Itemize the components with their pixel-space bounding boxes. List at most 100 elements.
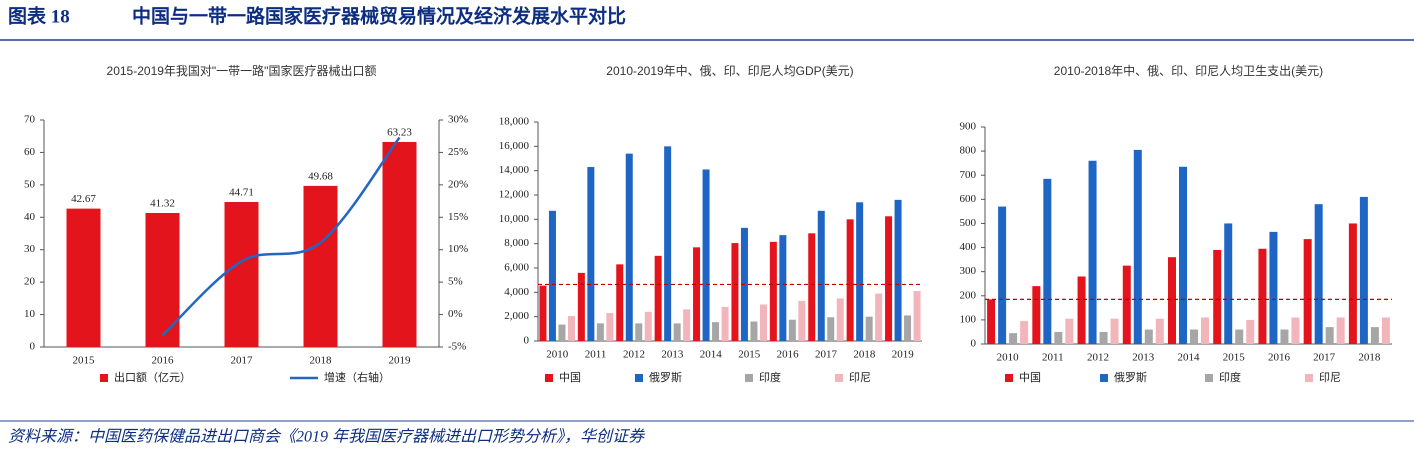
bar	[1168, 257, 1176, 344]
x-tick-label: 2018	[310, 355, 333, 367]
bar	[548, 210, 556, 341]
bar	[606, 313, 614, 341]
bar	[1110, 318, 1119, 344]
x-tick-label: 2010	[997, 352, 1020, 364]
y-tick-label: 0	[971, 338, 977, 350]
legend-label: 印度	[1219, 370, 1241, 384]
legend-label: 中国	[1019, 371, 1041, 384]
x-tick-label: 2019	[892, 349, 915, 361]
bar	[1043, 178, 1052, 344]
bar	[1020, 321, 1029, 344]
legend-swatch	[1100, 374, 1108, 382]
legend-swatch	[100, 374, 108, 382]
y2-tick-label: 0%	[448, 308, 463, 320]
bar	[721, 306, 729, 341]
x-tick-label: 2012	[1087, 352, 1109, 364]
data-label: 44.71	[229, 187, 254, 199]
bar	[1224, 223, 1233, 344]
y-tick-label: 700	[960, 169, 977, 181]
legend-swatch	[1205, 374, 1213, 382]
x-tick-label: 2014	[700, 349, 723, 361]
bar	[798, 300, 806, 341]
x-tick-label: 2011	[585, 349, 607, 361]
bar	[731, 243, 739, 341]
bar	[750, 321, 758, 341]
y2-tick-label: 15%	[448, 211, 468, 223]
bar	[1359, 196, 1368, 344]
data-label: 49.68	[308, 170, 333, 182]
bar	[1009, 333, 1018, 344]
x-tick-label: 2011	[1042, 352, 1064, 364]
bar	[865, 316, 873, 341]
data-label: 41.32	[150, 198, 175, 210]
line	[161, 136, 401, 337]
y-tick-label: 12,000	[499, 189, 530, 201]
y-tick-label: 40	[24, 211, 36, 223]
y-tick-label: 14,000	[499, 164, 530, 176]
bar	[836, 298, 844, 341]
bar	[1291, 317, 1300, 344]
x-tick-label: 2016	[152, 355, 175, 367]
y-tick-label: 20	[24, 276, 36, 288]
y-tick-label: 8,000	[504, 237, 529, 249]
bar	[817, 210, 825, 341]
bar	[1370, 327, 1379, 344]
y-tick-label: 70	[24, 114, 36, 126]
source: 资料来源：中国医药保健品进出口商会《2019 年我国医疗器械进出口形势分析》，华…	[8, 428, 646, 446]
y2-tick-label: 30%	[448, 114, 468, 126]
bar	[616, 264, 624, 341]
x-tick-label: 2015	[1223, 352, 1246, 364]
bar	[1246, 319, 1255, 344]
legend-label: 俄罗斯	[649, 371, 682, 384]
y-tick-label: 16,000	[499, 140, 530, 152]
y2-tick-label: -5%	[448, 341, 466, 353]
x-tick-label: 2018	[853, 349, 876, 361]
bar	[712, 322, 720, 341]
y-tick-label: 0	[30, 341, 36, 353]
data-label: 42.67	[71, 193, 96, 205]
bar	[1099, 331, 1108, 344]
y2-tick-label: 25%	[448, 146, 468, 158]
bar	[1348, 223, 1357, 344]
bar	[577, 272, 585, 341]
bar	[913, 291, 921, 341]
bar	[539, 285, 547, 341]
bar	[664, 146, 672, 341]
y-tick-label: 50	[24, 178, 36, 190]
bar	[875, 293, 883, 341]
bar	[1280, 329, 1289, 344]
bar	[382, 141, 417, 347]
bar	[1190, 329, 1198, 344]
bar	[769, 241, 777, 341]
bar	[759, 304, 767, 341]
y-tick-label: 2,000	[504, 310, 529, 322]
bar	[673, 323, 681, 341]
bar	[904, 315, 912, 341]
y-tick-label: 300	[960, 265, 977, 277]
bar	[827, 317, 835, 341]
y2-tick-label: 20%	[448, 178, 468, 190]
y-tick-label: 900	[960, 121, 977, 133]
bar	[303, 185, 338, 347]
bar	[1213, 249, 1222, 344]
y-tick-label: 18,000	[499, 116, 530, 128]
x-tick-label: 2019	[389, 355, 412, 367]
bar	[1088, 160, 1097, 344]
y-tick-label: 600	[960, 193, 977, 205]
y-tick-label: 6,000	[504, 262, 529, 274]
y2-tick-label: 5%	[448, 276, 463, 288]
x-tick-label: 2017	[231, 355, 254, 367]
bar	[683, 309, 691, 341]
y2-tick-label: 10%	[448, 243, 468, 255]
bar	[558, 324, 566, 341]
bar	[808, 233, 816, 341]
y-tick-label: 0	[524, 335, 530, 347]
y-tick-label: 30	[24, 243, 36, 255]
x-tick-label: 2013	[661, 349, 684, 361]
bar	[587, 167, 595, 341]
bar	[1258, 248, 1267, 344]
x-tick-label: 2017	[1313, 352, 1336, 364]
legend-swatch	[635, 374, 643, 382]
bar	[1065, 318, 1074, 344]
bar	[644, 311, 652, 341]
